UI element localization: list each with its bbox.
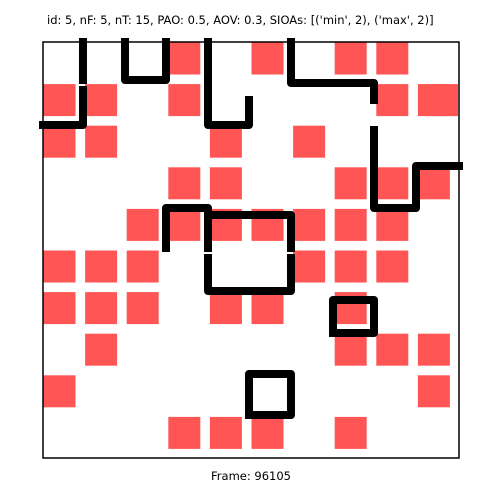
floor-tile [85, 292, 118, 325]
floor-tile [334, 416, 367, 449]
floor-tile [293, 125, 326, 158]
tiles-layer [43, 42, 458, 449]
wall-segment [245, 370, 295, 419]
floor-tile [334, 333, 367, 366]
floor-tile [43, 375, 76, 408]
floor-tile [376, 167, 409, 200]
floor-tile [334, 167, 367, 200]
floor-tile [334, 42, 367, 75]
floor-tile [251, 416, 284, 449]
floor-tile [43, 292, 76, 325]
floor-tile [168, 416, 201, 449]
floor-tile [376, 333, 409, 366]
floor-tile [334, 250, 367, 283]
floor-tile [85, 125, 118, 158]
floor-tile [85, 84, 118, 117]
episode-info-header: id: 5, nF: 5, nT: 15, PAO: 0.5, AOV: 0.3… [47, 13, 434, 27]
floor-tile [168, 42, 201, 75]
walls-layer [39, 38, 463, 419]
floor-tile [209, 125, 242, 158]
wall-segment [204, 38, 253, 129]
floor-tile [43, 250, 76, 283]
floor-tile [251, 42, 284, 75]
floor-tile [376, 84, 409, 117]
floor-tile [417, 375, 450, 408]
floor-tile [168, 208, 201, 241]
floor-tile [251, 292, 284, 325]
floor-tile [85, 250, 118, 283]
floor-tile [85, 333, 118, 366]
floor-tile [334, 208, 367, 241]
floor-tile [209, 167, 242, 200]
wall-segment [162, 204, 212, 252]
floor-tile [126, 292, 159, 325]
wall-segment [39, 86, 87, 129]
wall-segment [329, 296, 378, 337]
frame-counter: Frame: 96105 [211, 469, 291, 483]
floor-tile [168, 84, 201, 117]
floor-tile [376, 250, 409, 283]
floor-tile [43, 84, 76, 117]
floor-tile [209, 416, 242, 449]
floor-tile [426, 84, 458, 117]
floor-tile [417, 333, 450, 366]
floor-tile [376, 208, 409, 241]
floor-tile [168, 167, 201, 200]
board-frame [42, 41, 460, 459]
wall-segment [287, 38, 378, 104]
floor-tile [293, 208, 326, 241]
wall-segment [204, 254, 295, 295]
floor-tile [376, 42, 409, 75]
wall-segment [370, 162, 463, 212]
floor-tile [293, 250, 326, 283]
floor-tile [209, 292, 242, 325]
wall-segment [204, 211, 295, 252]
floor-tile [43, 125, 76, 158]
floor-tile [126, 250, 159, 283]
floor-tile [417, 167, 450, 200]
floor-tile [126, 208, 159, 241]
wall-segment [121, 38, 170, 84]
